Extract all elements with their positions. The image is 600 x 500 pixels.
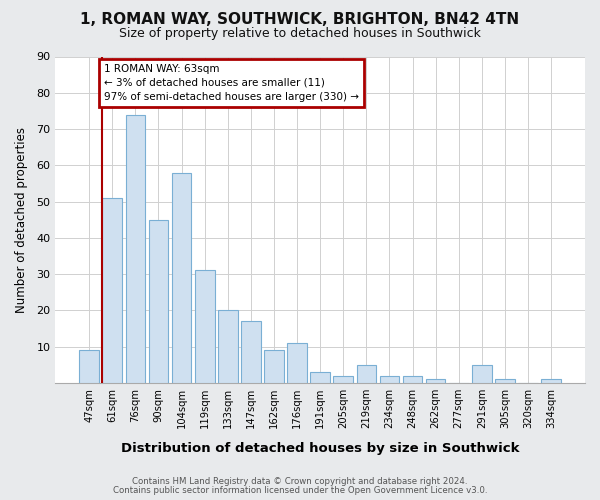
Text: Contains public sector information licensed under the Open Government Licence v3: Contains public sector information licen… bbox=[113, 486, 487, 495]
Text: Contains HM Land Registry data © Crown copyright and database right 2024.: Contains HM Land Registry data © Crown c… bbox=[132, 477, 468, 486]
Text: 1, ROMAN WAY, SOUTHWICK, BRIGHTON, BN42 4TN: 1, ROMAN WAY, SOUTHWICK, BRIGHTON, BN42 … bbox=[80, 12, 520, 28]
Text: 1 ROMAN WAY: 63sqm
← 3% of detached houses are smaller (11)
97% of semi-detached: 1 ROMAN WAY: 63sqm ← 3% of detached hous… bbox=[104, 64, 359, 102]
Bar bbox=[149, 220, 169, 383]
Bar bbox=[172, 172, 191, 383]
Bar bbox=[541, 379, 561, 383]
Bar bbox=[195, 270, 215, 383]
Bar bbox=[356, 364, 376, 383]
Bar bbox=[426, 379, 445, 383]
X-axis label: Distribution of detached houses by size in Southwick: Distribution of detached houses by size … bbox=[121, 442, 520, 455]
Bar bbox=[310, 372, 330, 383]
Bar bbox=[380, 376, 399, 383]
Y-axis label: Number of detached properties: Number of detached properties bbox=[15, 126, 28, 312]
Bar bbox=[472, 364, 491, 383]
Text: Size of property relative to detached houses in Southwick: Size of property relative to detached ho… bbox=[119, 28, 481, 40]
Bar bbox=[287, 343, 307, 383]
Bar bbox=[403, 376, 422, 383]
Bar bbox=[264, 350, 284, 383]
Bar bbox=[125, 114, 145, 383]
Bar bbox=[218, 310, 238, 383]
Bar bbox=[103, 198, 122, 383]
Bar bbox=[241, 321, 260, 383]
Bar bbox=[79, 350, 99, 383]
Bar bbox=[334, 376, 353, 383]
Bar bbox=[495, 379, 515, 383]
